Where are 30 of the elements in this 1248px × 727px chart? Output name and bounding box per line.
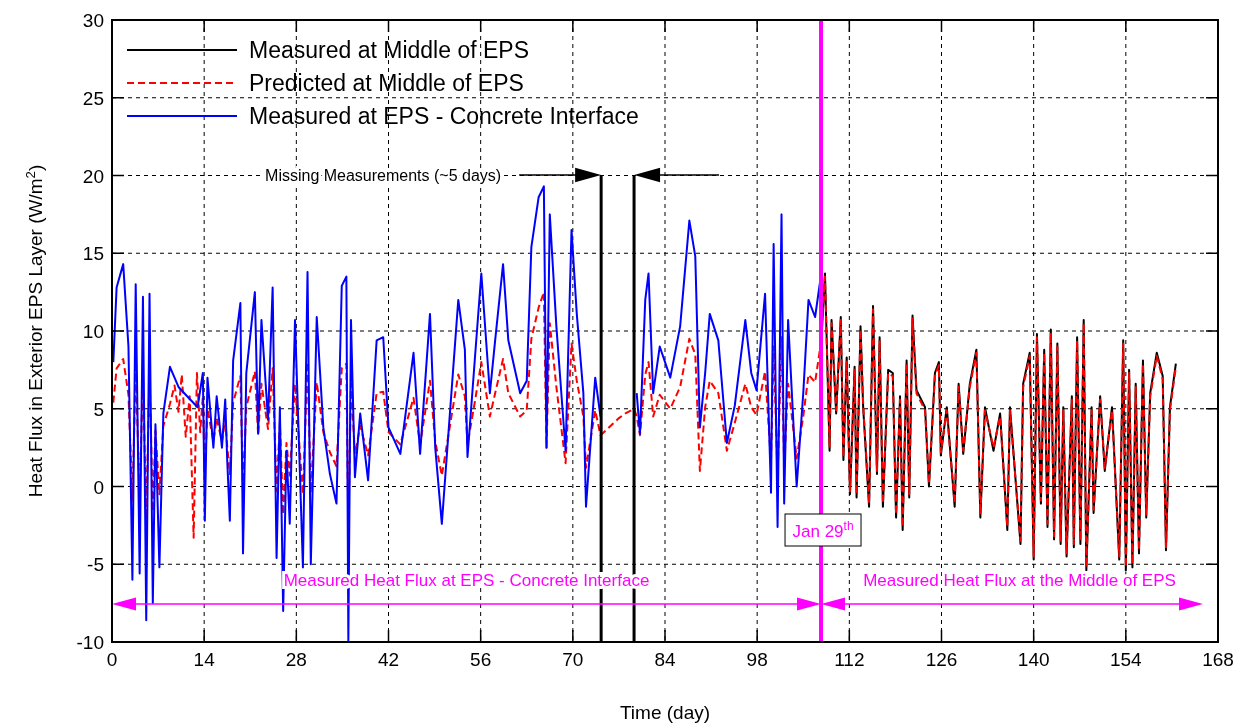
x-tick-label: 84	[654, 649, 676, 670]
x-tick-label: 154	[1109, 649, 1143, 670]
y-tick-label: 15	[82, 243, 104, 265]
x-axis-title: Time (day)	[619, 702, 711, 723]
y-tick-label: 0	[93, 476, 104, 498]
x-tick-label: 168	[1202, 649, 1234, 670]
line-series	[112, 275, 1177, 569]
y-tick-label: 5	[93, 398, 104, 420]
x-tick-label: 140	[1017, 649, 1050, 670]
ref-line-label: Jan 29$^{th}$	[792, 519, 854, 541]
x-tick-label: 28	[285, 649, 307, 670]
x-tick-label: 112	[834, 649, 865, 670]
x-tick-label: 14	[193, 649, 216, 670]
y-tick-label: -10	[76, 632, 104, 653]
x-tick-label: 0	[106, 649, 118, 670]
annotation: Missing Measurements (~5 days)	[265, 167, 502, 184]
x-tick-label: 126	[925, 649, 958, 670]
legend-label: Predicted at Middle of EPS	[249, 70, 524, 96]
x-tick-label: 42	[377, 649, 400, 670]
y-tick-label: -5	[87, 554, 104, 576]
x-tick-label: 70	[562, 649, 584, 670]
x-tick-label: 98	[746, 649, 768, 670]
y-tick-label: 30	[82, 10, 104, 31]
y-tick-label: 10	[82, 321, 104, 342]
legend-label: Measured at Middle of EPS	[249, 37, 529, 63]
legend-label: Measured at EPS - Concrete Interface	[249, 103, 639, 129]
x-tick-label: 56	[470, 649, 492, 670]
y-tick-label: 25	[82, 87, 104, 109]
annotation: Measured Heat Flux at the Middle of EPS	[863, 571, 1176, 590]
y-tick-label: 20	[82, 165, 104, 187]
